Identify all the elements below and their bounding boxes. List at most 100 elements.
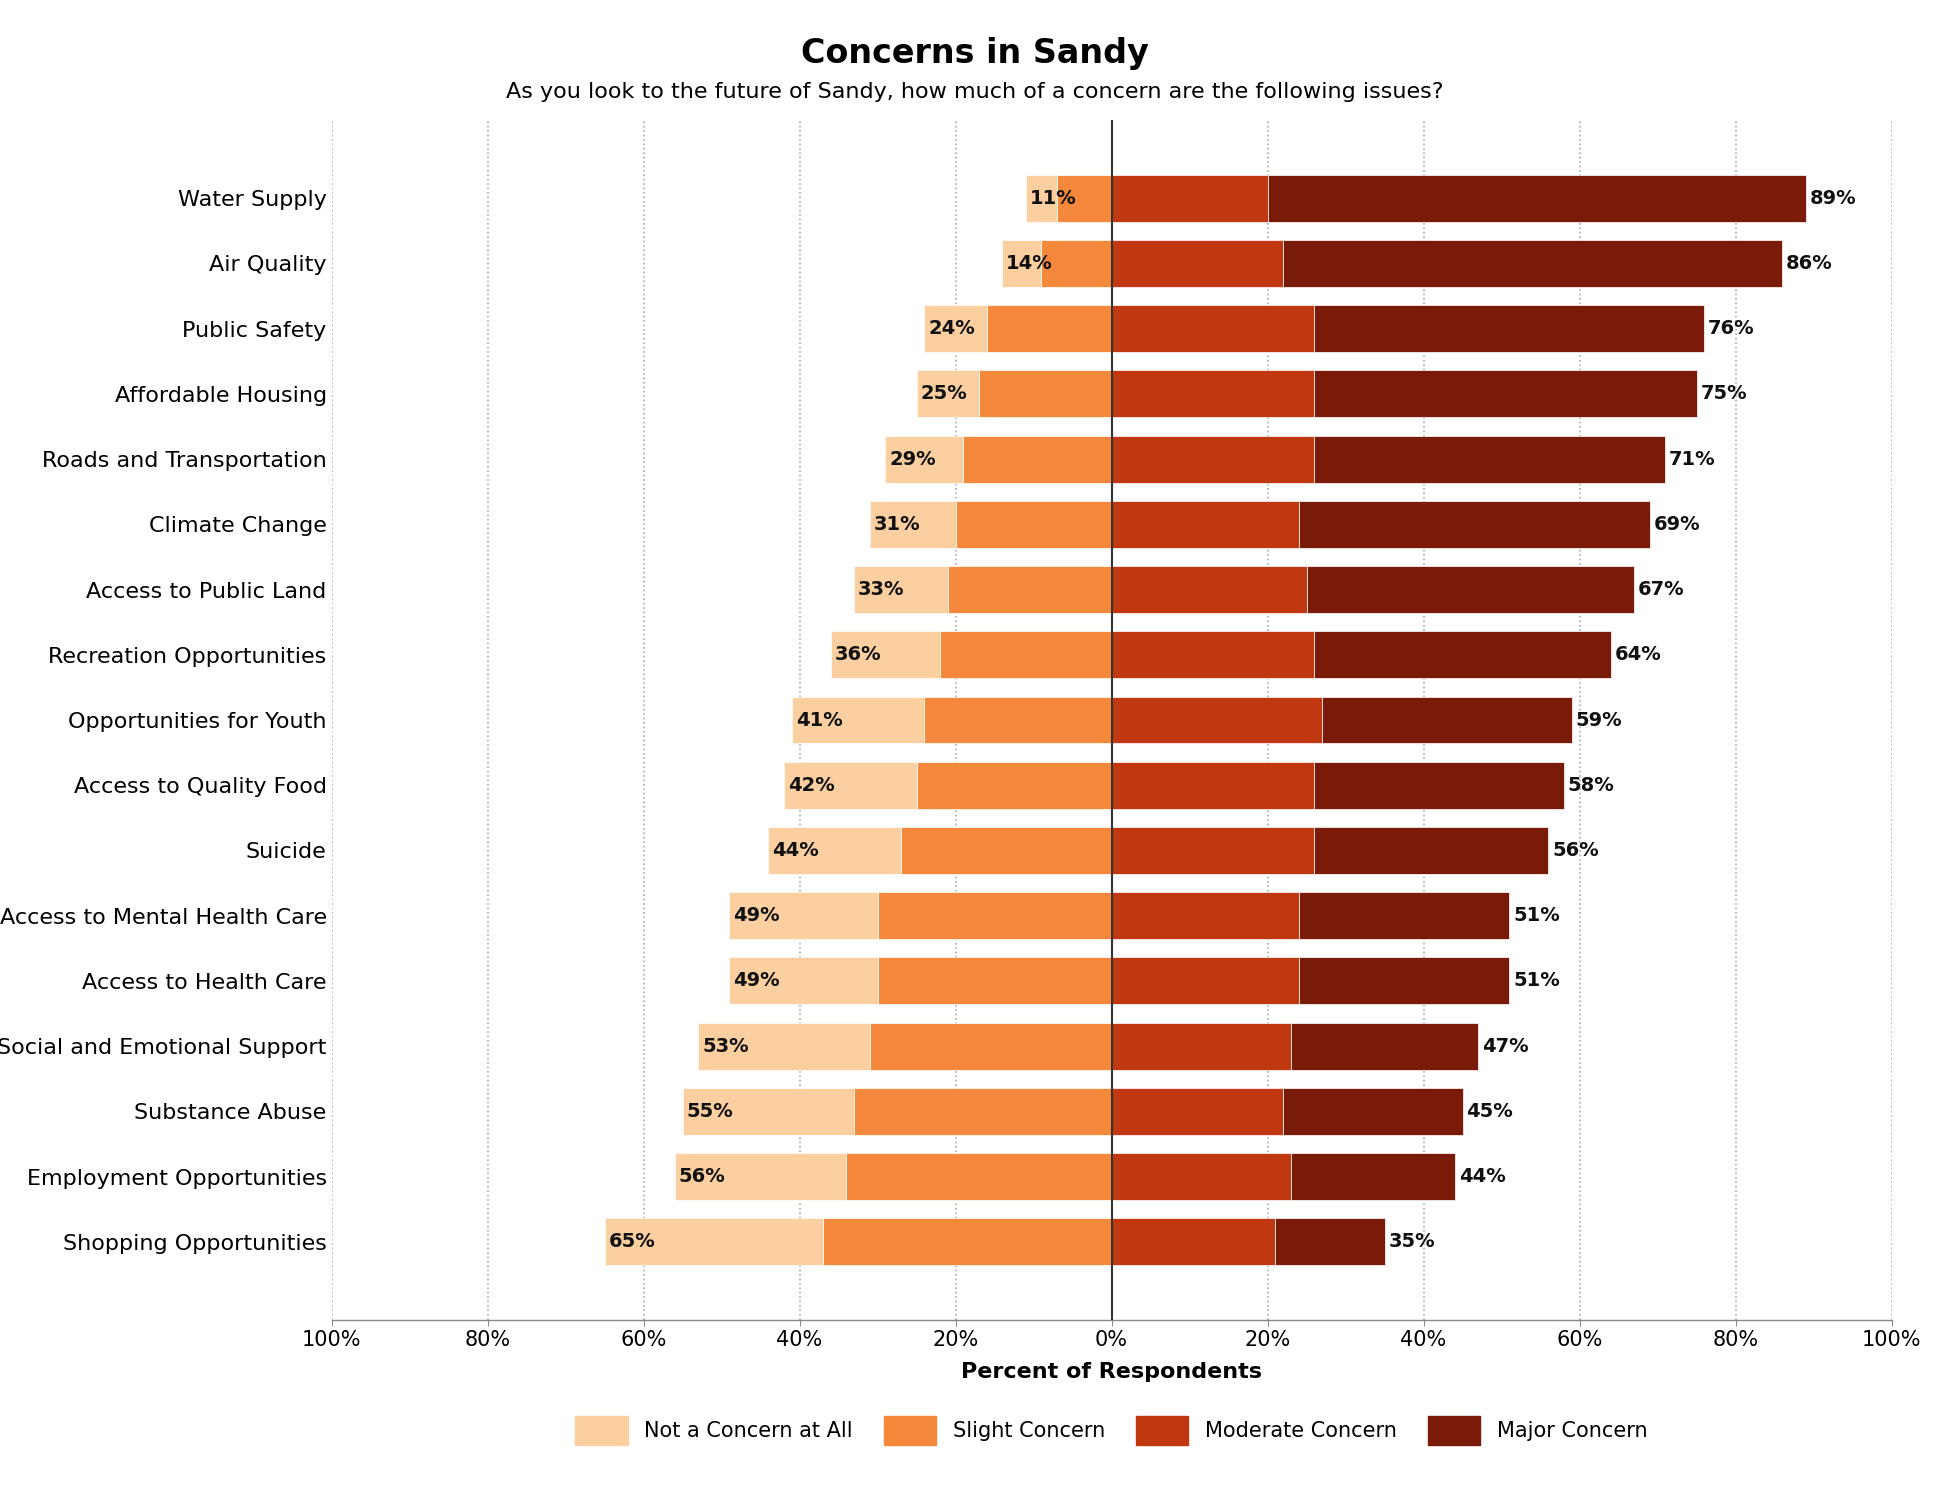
Bar — [1314, 762, 1564, 808]
Bar — [1112, 957, 1299, 1005]
Bar — [854, 566, 948, 614]
Bar — [870, 501, 956, 548]
Bar — [916, 370, 979, 417]
Bar — [604, 1218, 823, 1266]
Bar — [901, 827, 1112, 874]
Text: As you look to the future of Sandy, how much of a concern are the following issu: As you look to the future of Sandy, how … — [507, 82, 1443, 102]
Text: 24%: 24% — [928, 320, 975, 338]
Bar — [1041, 240, 1111, 286]
X-axis label: Percent of Respondents: Percent of Respondents — [961, 1362, 1262, 1382]
Bar — [1112, 892, 1299, 939]
Bar — [916, 762, 1112, 808]
Text: 29%: 29% — [889, 450, 936, 468]
Text: 44%: 44% — [772, 842, 819, 860]
Bar — [1268, 174, 1806, 222]
Bar — [1112, 1088, 1283, 1136]
Bar — [870, 1023, 1112, 1070]
Text: 65%: 65% — [608, 1233, 655, 1251]
Bar — [1291, 1023, 1478, 1070]
Text: 41%: 41% — [796, 711, 842, 729]
Text: 56%: 56% — [1552, 842, 1599, 860]
Bar — [1314, 435, 1665, 483]
Text: 76%: 76% — [1708, 320, 1755, 338]
Bar — [1112, 827, 1314, 874]
Bar — [1291, 1154, 1455, 1200]
Bar — [675, 1154, 846, 1200]
Bar — [1299, 501, 1650, 548]
Bar — [1299, 957, 1509, 1005]
Text: 25%: 25% — [920, 384, 967, 404]
Bar — [1057, 174, 1112, 222]
Text: 67%: 67% — [1638, 580, 1685, 598]
Bar — [940, 632, 1112, 678]
Bar — [924, 696, 1112, 744]
Bar — [698, 1023, 870, 1070]
Bar — [1112, 370, 1314, 417]
Text: 36%: 36% — [835, 645, 881, 664]
Text: 51%: 51% — [1513, 906, 1560, 926]
Text: 49%: 49% — [733, 972, 780, 990]
Text: 71%: 71% — [1669, 450, 1716, 468]
Legend: Not a Concern at All, Slight Concern, Moderate Concern, Major Concern: Not a Concern at All, Slight Concern, Mo… — [567, 1407, 1656, 1454]
Bar — [729, 892, 878, 939]
Bar — [924, 304, 987, 352]
Bar — [823, 1218, 1112, 1266]
Text: 69%: 69% — [1654, 514, 1700, 534]
Bar — [1112, 632, 1314, 678]
Bar — [1112, 696, 1322, 744]
Text: 51%: 51% — [1513, 972, 1560, 990]
Bar — [854, 1088, 1112, 1136]
Bar — [784, 762, 916, 808]
Bar — [729, 957, 878, 1005]
Bar — [979, 370, 1112, 417]
Text: 89%: 89% — [1810, 189, 1856, 207]
Text: 86%: 86% — [1786, 254, 1833, 273]
Text: 33%: 33% — [858, 580, 905, 598]
Bar — [1112, 174, 1268, 222]
Bar — [1112, 566, 1307, 614]
Bar — [1112, 501, 1299, 548]
Bar — [963, 435, 1111, 483]
Bar — [682, 1088, 854, 1136]
Bar — [1112, 1218, 1275, 1266]
Bar — [1314, 370, 1696, 417]
Text: 53%: 53% — [702, 1036, 749, 1056]
Text: 31%: 31% — [874, 514, 920, 534]
Bar — [1112, 304, 1314, 352]
Bar — [1299, 892, 1509, 939]
Bar — [1314, 827, 1548, 874]
Bar — [1283, 240, 1782, 286]
Text: 55%: 55% — [686, 1102, 733, 1120]
Text: 56%: 56% — [679, 1167, 725, 1186]
Bar — [987, 304, 1112, 352]
Bar — [1026, 174, 1057, 222]
Bar — [885, 435, 963, 483]
Bar — [1283, 1088, 1462, 1136]
Text: 58%: 58% — [1568, 776, 1615, 795]
Bar — [1314, 304, 1704, 352]
Text: 64%: 64% — [1615, 645, 1661, 664]
Bar — [878, 957, 1112, 1005]
Text: 11%: 11% — [1030, 189, 1076, 207]
Bar — [948, 566, 1111, 614]
Bar — [831, 632, 940, 678]
Text: 47%: 47% — [1482, 1036, 1529, 1056]
Bar — [956, 501, 1112, 548]
Bar — [792, 696, 924, 744]
Bar — [878, 892, 1112, 939]
Text: 49%: 49% — [733, 906, 780, 926]
Bar — [1322, 696, 1572, 744]
Bar — [1112, 435, 1314, 483]
Bar — [846, 1154, 1112, 1200]
Bar — [1275, 1218, 1384, 1266]
Bar — [1314, 632, 1611, 678]
Text: Concerns in Sandy: Concerns in Sandy — [801, 38, 1149, 70]
Bar — [1112, 1154, 1291, 1200]
Text: 14%: 14% — [1006, 254, 1053, 273]
Bar — [1112, 1023, 1291, 1070]
Bar — [768, 827, 901, 874]
Text: 44%: 44% — [1459, 1167, 1505, 1186]
Bar — [1002, 240, 1041, 286]
Text: 42%: 42% — [788, 776, 835, 795]
Text: 59%: 59% — [1576, 711, 1622, 729]
